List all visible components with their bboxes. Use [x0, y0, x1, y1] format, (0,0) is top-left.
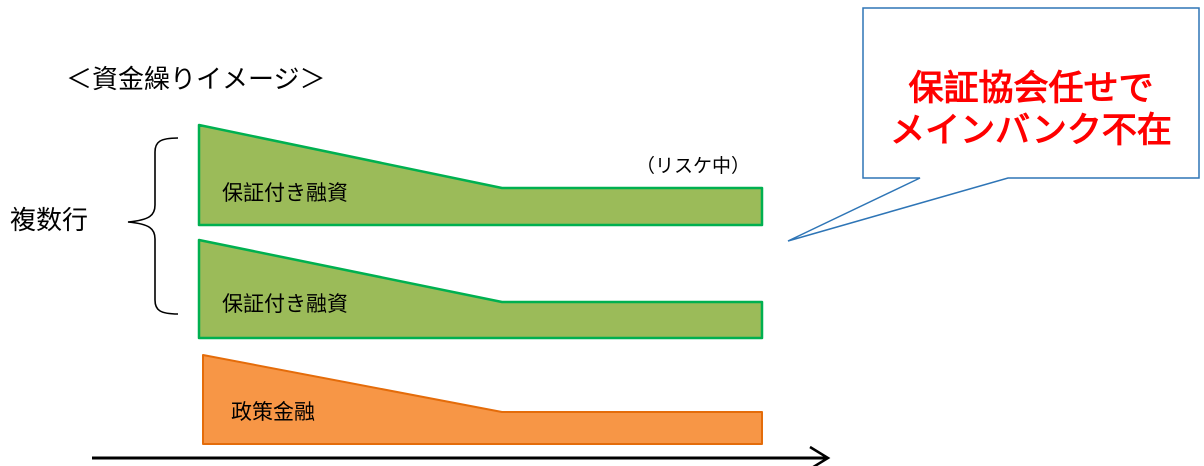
callout-line-1: 保証協会任せで [908, 69, 1153, 109]
loan-band-2 [197, 238, 764, 340]
policy-finance-label: 政策金融 [231, 400, 315, 424]
policy-finance-band [202, 354, 763, 445]
loan-band-1-label: 保証付き融資 [222, 181, 348, 205]
group-label: 複数行 [10, 206, 88, 236]
callout-line-2: メインバンク不在 [890, 111, 1172, 151]
group-brace [127, 137, 179, 315]
diagram-title: ＜資金繰りイメージ＞ [66, 65, 325, 95]
loan-band-1 [197, 123, 764, 227]
status-note: （リスケ中） [636, 155, 750, 177]
callout-bubble [787, 7, 1200, 242]
time-axis-arrowhead [809, 445, 831, 466]
loan-band-2-label: 保証付き融資 [222, 292, 348, 316]
